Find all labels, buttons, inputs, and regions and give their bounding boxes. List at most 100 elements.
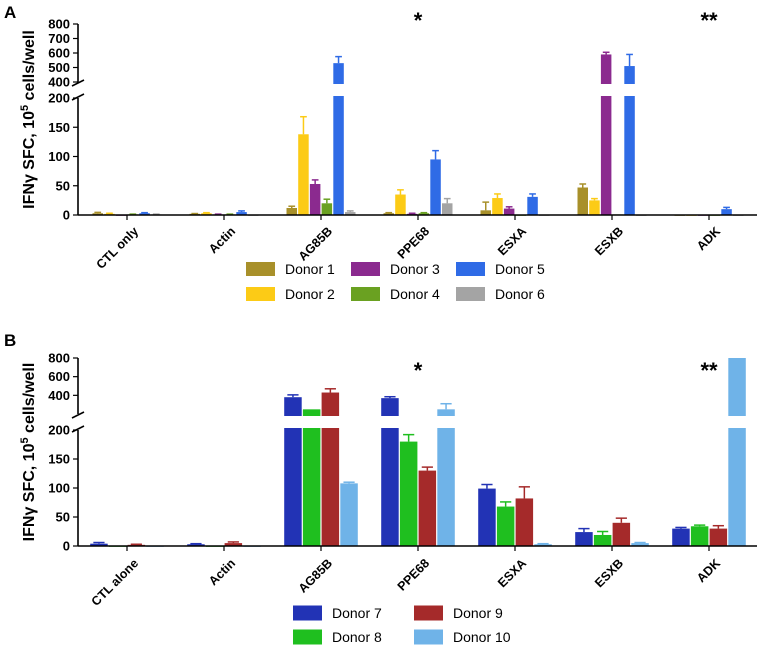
bar-donor-10-esxb xyxy=(631,543,649,546)
y-tick-label: 100 xyxy=(48,481,70,496)
legend-label-donor-7: Donor 7 xyxy=(332,605,382,621)
y-tick-label: 0 xyxy=(63,539,70,554)
y-axis-label-superscript: 5 xyxy=(19,437,31,443)
y-axis-label-part: IFNγ SFC, 10 xyxy=(21,443,38,541)
legend-swatch-donor-5 xyxy=(456,262,485,276)
panel-b: B 0 50 100 150 200 400 600 800 IFNγ SFC, 105 cell… xyxy=(4,331,757,645)
y-axis-label-part: cells/well xyxy=(21,30,38,105)
bar-donor-2-ppe68 xyxy=(395,194,406,215)
axis-break-gap xyxy=(48,416,757,428)
bar-donor-7-esxa xyxy=(478,488,496,546)
bar-donor-1-esxa xyxy=(480,210,491,215)
bar-donor-5-actin xyxy=(236,212,247,215)
x-tick-label-ag85b: AG85B xyxy=(296,224,335,263)
y-tick-label: 100 xyxy=(48,149,70,164)
bar-donor-8-esxb xyxy=(593,534,612,546)
y-axis-label-part: cells/well xyxy=(21,363,38,438)
bar-donor-5-ag85b xyxy=(333,63,344,216)
bar-donor-9-ag85b xyxy=(321,392,340,546)
legend-label-donor-9: Donor 9 xyxy=(453,605,503,621)
bar-donor-8-ppe68 xyxy=(399,441,418,546)
y-axis-label: IFNγ SFC, 105 cells/well xyxy=(19,363,38,542)
legend-swatch-donor-10 xyxy=(414,629,443,645)
y-tick-label: 400 xyxy=(48,388,70,403)
bar-donor-1-ag85b xyxy=(286,207,297,215)
x-tick-label-actin: Actin xyxy=(206,556,238,588)
bar-donor-10-adk xyxy=(728,358,746,546)
y-tick-label: 600 xyxy=(48,369,70,384)
bar-donor-3-esxa xyxy=(503,208,515,215)
legend-swatch-donor-9 xyxy=(414,605,443,621)
axis-break-mark xyxy=(71,425,85,433)
legend-label-donor-6: Donor 6 xyxy=(495,286,545,302)
bar-donor-5-esxa xyxy=(527,196,538,215)
x-tick-label-esxb: ESXB xyxy=(592,556,626,590)
y-axis-label-superscript: 5 xyxy=(19,105,31,111)
axis-break-mark xyxy=(71,93,85,101)
legend-label-donor-2: Donor 2 xyxy=(285,286,335,302)
x-tick-label-ctl-alone: CTL alone xyxy=(89,556,141,608)
x-tick-label-ag85b: AG85B xyxy=(296,556,335,595)
bar-donor-3-esxb xyxy=(600,54,612,216)
bar-donor-9-adk xyxy=(709,528,728,546)
y-tick-label: 150 xyxy=(48,120,70,135)
y-tick-label: 700 xyxy=(48,31,70,46)
bar-donor-6-ppe68 xyxy=(442,203,453,215)
x-tick-label-actin: Actin xyxy=(206,224,238,256)
legend-swatch-donor-7 xyxy=(293,605,322,621)
legend-swatch-donor-1 xyxy=(246,262,275,276)
bar-donor-9-esxa xyxy=(515,498,534,546)
bar-donor-8-ag85b xyxy=(302,409,321,546)
significance-annotation: ** xyxy=(700,358,718,383)
axis-break-mark xyxy=(71,79,85,87)
legend-swatch-donor-6 xyxy=(456,287,485,301)
bar-donor-7-ppe68 xyxy=(381,398,399,546)
x-tick-label-adk: ADK xyxy=(694,556,723,585)
significance-annotation: ** xyxy=(700,8,718,33)
bar-donor-4-ag85b xyxy=(321,203,333,215)
bar-donor-1-ppe68 xyxy=(383,213,394,215)
legend-label-donor-3: Donor 3 xyxy=(390,261,440,277)
bar-donor-6-ag85b xyxy=(345,212,356,215)
y-tick-label: 500 xyxy=(48,60,70,75)
y-tick-label: 150 xyxy=(48,452,70,467)
bar-donor-8-esxa xyxy=(496,506,515,546)
bar-donor-8-adk xyxy=(690,526,709,546)
bar-donor-7-esxb xyxy=(575,532,593,546)
x-tick-label-adk: ADK xyxy=(694,224,723,253)
significance-annotation: * xyxy=(414,358,423,383)
legend-label-donor-8: Donor 8 xyxy=(332,629,382,645)
y-tick-label: 50 xyxy=(56,510,70,525)
x-tick-label-ctl-only: CTL only xyxy=(94,224,142,272)
bar-donor-4-ppe68 xyxy=(418,213,430,215)
y-tick-label: 600 xyxy=(48,46,70,61)
bar-donor-7-ctl-alone xyxy=(90,543,108,546)
bar-donor-5-ctl-only xyxy=(139,213,150,215)
y-axis-label: IFNγ SFC, 105 cells/well xyxy=(19,30,38,209)
bar-donor-5-adk xyxy=(721,209,732,215)
legend-label-donor-1: Donor 1 xyxy=(285,261,335,277)
y-tick-label: 200 xyxy=(48,91,70,106)
x-tick-label-esxb: ESXB xyxy=(592,224,626,258)
legend-label-donor-10: Donor 10 xyxy=(453,629,511,645)
bar-donor-1-ctl-only xyxy=(92,213,103,215)
bar-donor-9-ppe68 xyxy=(418,470,437,546)
legend-label-donor-4: Donor 4 xyxy=(390,286,440,302)
bar-donor-1-esxb xyxy=(577,187,588,215)
legend-swatch-donor-3 xyxy=(351,262,380,276)
y-tick-label: 800 xyxy=(48,351,70,366)
legend-swatch-donor-2 xyxy=(246,287,275,301)
bar-donor-10-ag85b xyxy=(340,483,358,546)
legend-label-donor-5: Donor 5 xyxy=(495,261,545,277)
legend-swatch-donor-8 xyxy=(293,629,322,645)
y-tick-label: 800 xyxy=(48,17,70,32)
bar-donor-2-ag85b xyxy=(298,134,309,215)
bar-donor-3-ag85b xyxy=(309,183,321,215)
bar-donor-7-ag85b xyxy=(284,397,302,546)
bar-donor-2-esxb xyxy=(589,200,600,215)
bar-donor-10-ppe68 xyxy=(437,409,455,546)
x-tick-label-esxa: ESXA xyxy=(495,224,529,258)
panel-letter: B xyxy=(4,331,16,350)
bar-donor-9-esxb xyxy=(612,522,631,546)
